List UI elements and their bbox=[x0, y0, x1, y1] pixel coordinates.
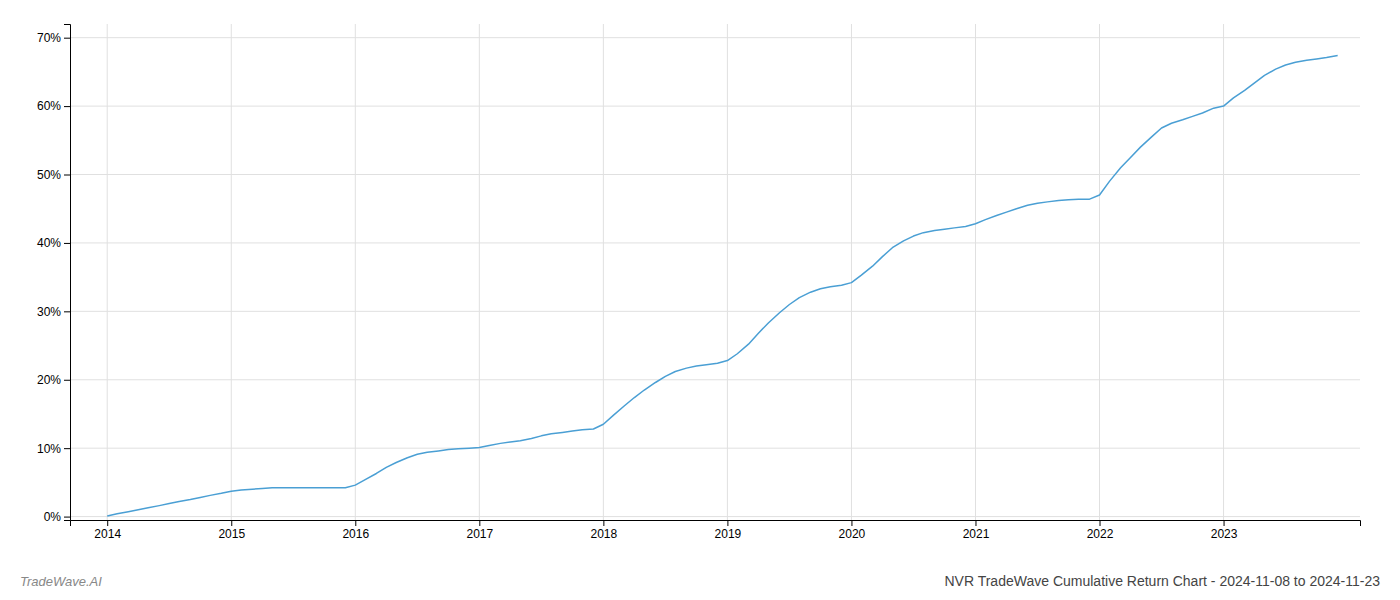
x-grid-line bbox=[479, 24, 480, 520]
x-tick-mark bbox=[1100, 520, 1101, 526]
y-tick-mark bbox=[64, 517, 70, 518]
y-tick-mark bbox=[64, 448, 70, 449]
x-tick-label: 2022 bbox=[1087, 527, 1114, 541]
y-grid-line bbox=[70, 516, 1360, 517]
y-tick-label: 20% bbox=[37, 373, 61, 387]
y-tick-mark bbox=[64, 380, 70, 381]
x-tick-label: 2016 bbox=[342, 527, 369, 541]
y-grid-line bbox=[70, 242, 1360, 243]
x-tick-mark bbox=[603, 520, 604, 526]
x-grid-line bbox=[975, 24, 976, 520]
x-tick-label: 2014 bbox=[94, 527, 121, 541]
y-tick-mark bbox=[64, 243, 70, 244]
y-tick-label: 50% bbox=[37, 168, 61, 182]
x-tick-mark bbox=[355, 520, 356, 526]
x-grid-line bbox=[727, 24, 728, 520]
y-grid-line bbox=[70, 106, 1360, 107]
line bbox=[107, 55, 1337, 515]
y-axis-line bbox=[64, 25, 71, 521]
x-tick: 2021 bbox=[963, 520, 990, 541]
y-tick: 20% bbox=[37, 373, 70, 387]
y-tick: 0% bbox=[44, 510, 70, 524]
x-grid-line bbox=[107, 24, 108, 520]
y-tick: 10% bbox=[37, 442, 70, 456]
x-tick-mark bbox=[851, 520, 852, 526]
x-tick: 2023 bbox=[1211, 520, 1238, 541]
x-tick-label: 2015 bbox=[218, 527, 245, 541]
x-tick-mark bbox=[1224, 520, 1225, 526]
y-tick-label: 60% bbox=[37, 99, 61, 113]
x-tick-mark bbox=[727, 520, 728, 526]
y-tick: 70% bbox=[37, 31, 70, 45]
y-tick: 30% bbox=[37, 305, 70, 319]
y-grid-line bbox=[70, 379, 1360, 380]
y-tick-label: 70% bbox=[37, 31, 61, 45]
y-tick-label: 30% bbox=[37, 305, 61, 319]
x-grid-line bbox=[231, 24, 232, 520]
x-grid-line bbox=[1223, 24, 1224, 520]
chart: 2014 2015 2016 2017 2018 2019 2020 2021 2022 2023… bbox=[0, 0, 1400, 600]
x-tick-label: 2023 bbox=[1211, 527, 1238, 541]
y-tick: 40% bbox=[37, 236, 70, 250]
x-tick: 2019 bbox=[715, 520, 742, 541]
x-tick-label: 2019 bbox=[715, 527, 742, 541]
x-axis: 2014 2015 2016 2017 2018 2019 2020 2021 2022 2023 bbox=[71, 520, 1361, 541]
title: NVR TradeWave Cumulative Return Chart - … bbox=[944, 573, 1380, 589]
x-grid-line bbox=[603, 24, 604, 520]
x-tick: 2015 bbox=[218, 520, 245, 541]
y-tick-label: 40% bbox=[37, 236, 61, 250]
x-tick-mark bbox=[975, 520, 976, 526]
x-axis-line bbox=[71, 521, 1361, 527]
watermark: TradeWave.AI bbox=[20, 574, 102, 589]
x-tick: 2022 bbox=[1087, 520, 1114, 541]
x-tick-mark bbox=[231, 520, 232, 526]
x-tick-mark bbox=[107, 520, 108, 526]
y-grid-line bbox=[70, 174, 1360, 175]
y-tick-mark bbox=[64, 106, 70, 107]
x-tick-label: 2017 bbox=[466, 527, 493, 541]
x-tick-mark bbox=[479, 520, 480, 526]
x-tick-label: 2018 bbox=[591, 527, 618, 541]
y-tick: 50% bbox=[37, 168, 70, 182]
y-tick: 60% bbox=[37, 99, 70, 113]
y-grid-line bbox=[70, 311, 1360, 312]
plot-area bbox=[107, 55, 1337, 515]
y-tick-mark bbox=[64, 38, 70, 39]
grid bbox=[70, 24, 1360, 520]
x-tick-label: 2021 bbox=[963, 527, 990, 541]
y-tick-mark bbox=[64, 175, 70, 176]
x-grid-line bbox=[851, 24, 852, 520]
y-axis: 0% 10% 20% 30% 40% 50% 60% 70% bbox=[37, 25, 71, 524]
x-tick: 2014 bbox=[94, 520, 121, 541]
y-grid-line bbox=[70, 448, 1360, 449]
y-tick-mark bbox=[64, 311, 70, 312]
x-tick: 2016 bbox=[342, 520, 369, 541]
y-grid-line bbox=[70, 37, 1360, 38]
y-tick-label: 0% bbox=[44, 510, 62, 524]
x-tick: 2018 bbox=[591, 520, 618, 541]
y-tick-label: 10% bbox=[37, 442, 61, 456]
x-grid-line bbox=[355, 24, 356, 520]
x-tick: 2017 bbox=[466, 520, 493, 541]
x-tick: 2020 bbox=[839, 520, 866, 541]
x-tick-label: 2020 bbox=[839, 527, 866, 541]
x-grid-line bbox=[1099, 24, 1100, 520]
